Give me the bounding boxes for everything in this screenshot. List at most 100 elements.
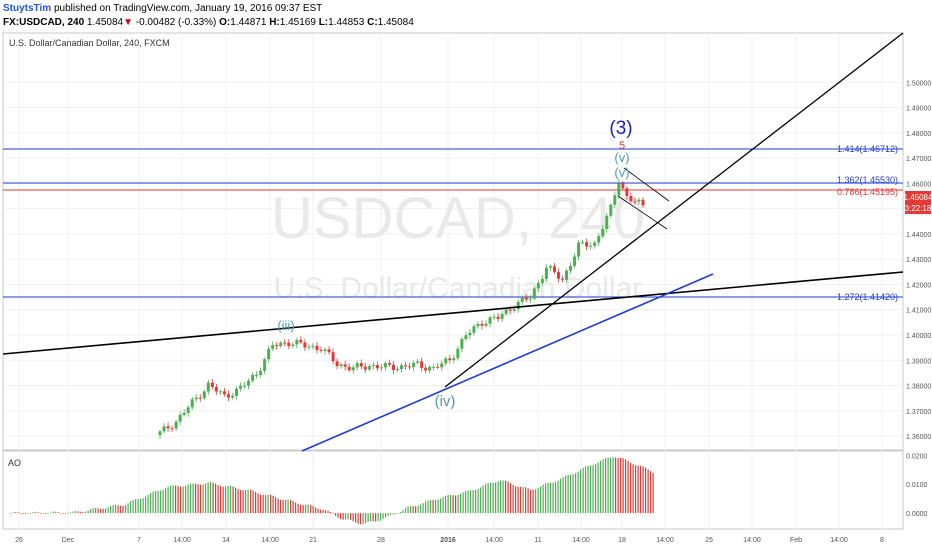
ao-bar xyxy=(170,485,172,514)
ao-bar xyxy=(42,513,44,514)
ao-bar xyxy=(637,465,639,514)
ao-bar xyxy=(307,504,309,514)
candle-body xyxy=(311,345,315,347)
ao-bar xyxy=(50,512,52,514)
ao-bar xyxy=(140,498,142,514)
ao-bar xyxy=(115,504,117,514)
ao-bar xyxy=(552,482,554,514)
trendline-long[interactable] xyxy=(2,271,904,355)
candle-body xyxy=(267,348,271,360)
last-price-tag-text: 1.45084 xyxy=(904,193,932,202)
ao-bar xyxy=(610,457,612,514)
ao-bar xyxy=(342,513,344,520)
channel-lower[interactable] xyxy=(617,195,668,230)
ao-bar xyxy=(270,494,272,514)
price-change: -0.00482 (-0.33%) xyxy=(135,17,217,28)
candle-body xyxy=(351,367,355,371)
last-price-tag xyxy=(905,191,931,203)
trendline-blue[interactable] xyxy=(301,273,714,452)
candle-body xyxy=(452,358,456,361)
ao-bar xyxy=(120,505,122,514)
candle-body xyxy=(496,316,500,319)
ao-bar xyxy=(160,490,162,514)
ao-bar xyxy=(215,483,217,514)
candle-body xyxy=(367,366,371,370)
publish-line: StuytsTim published on TradingView.com, … xyxy=(3,3,322,14)
watermark-symbol: USDCAD, 240 xyxy=(271,186,645,251)
ao-bar xyxy=(570,474,572,514)
ao-bar xyxy=(457,494,459,514)
ao-bar xyxy=(347,513,349,520)
ao-bar xyxy=(537,488,539,514)
ao-bar xyxy=(130,501,132,514)
ao-bar xyxy=(85,511,87,514)
ao-bar xyxy=(392,513,394,515)
candle-body xyxy=(391,364,395,371)
time-axis[interactable]: 26 Dec 7 14:00 14 14:00 21 28 2016 14:00 11 14:00 18… xyxy=(15,537,884,544)
candle-body xyxy=(464,335,468,339)
ao-bar xyxy=(322,509,324,514)
ao-bar xyxy=(52,511,54,514)
ao-bar xyxy=(337,513,339,518)
ao-bar xyxy=(235,487,237,514)
ao-bar xyxy=(310,504,312,514)
ao-bar xyxy=(375,513,377,522)
ao-bar xyxy=(25,513,27,515)
ao-bar xyxy=(87,510,89,514)
candle-body xyxy=(444,358,448,364)
candle-body xyxy=(528,298,532,300)
candle-body xyxy=(484,323,488,326)
ao-bar xyxy=(385,513,387,518)
ao-bar xyxy=(100,508,102,514)
candle-body xyxy=(174,421,178,429)
ao-bar xyxy=(405,507,407,514)
ao-bar xyxy=(452,495,454,514)
candle-body xyxy=(605,215,609,230)
ao-bar xyxy=(355,513,357,523)
ao-bar xyxy=(27,513,29,514)
ao-bar xyxy=(82,512,84,514)
candle-body xyxy=(404,365,408,367)
price-axis[interactable]: 1.36000 1.37000 1.38000 1.39000 1.40000 1.410… xyxy=(906,80,931,441)
candle-body xyxy=(400,365,403,370)
ao-bar xyxy=(340,513,342,520)
time-tick-label: 26 xyxy=(15,537,23,544)
ao-bar xyxy=(315,507,317,514)
ao-bar xyxy=(325,510,327,514)
ao-bar xyxy=(205,483,207,514)
ao-bar xyxy=(500,480,502,514)
time-tick-label: 14 xyxy=(222,537,230,544)
ao-bar xyxy=(622,458,624,514)
candle-body xyxy=(432,366,436,368)
author-link[interactable]: StuytsTim xyxy=(3,3,52,14)
ao-bar xyxy=(257,493,259,514)
watermark-name: U.S. Dollar/Canadian Dollar xyxy=(274,272,643,305)
candle-body xyxy=(585,242,589,247)
ao-pane[interactable] xyxy=(2,450,904,530)
ao-bar xyxy=(142,498,144,514)
ao-bar xyxy=(382,513,384,520)
candle-body xyxy=(327,349,331,353)
candle-body xyxy=(524,297,528,300)
candle-body xyxy=(222,391,226,395)
ao-bar xyxy=(472,490,474,514)
ao-bar xyxy=(650,471,652,514)
candle-body xyxy=(552,266,556,273)
ao-bar xyxy=(125,505,127,514)
ao-bar xyxy=(287,499,289,514)
ao-bar xyxy=(597,462,599,514)
ao-bar xyxy=(35,511,37,514)
ao-bar xyxy=(175,485,177,514)
candle-body xyxy=(440,363,444,368)
ao-bar xyxy=(37,512,39,514)
ao-bar xyxy=(112,505,114,514)
trendline-steep[interactable] xyxy=(444,32,904,388)
ao-bar xyxy=(75,511,77,514)
ao-bar xyxy=(107,507,109,514)
price-tick-label: 1.44000 xyxy=(906,232,931,239)
time-tick-label: 14:00 xyxy=(485,537,503,544)
ao-bar xyxy=(490,482,492,514)
ao-bar xyxy=(220,486,222,514)
channel-upper[interactable] xyxy=(623,167,670,202)
